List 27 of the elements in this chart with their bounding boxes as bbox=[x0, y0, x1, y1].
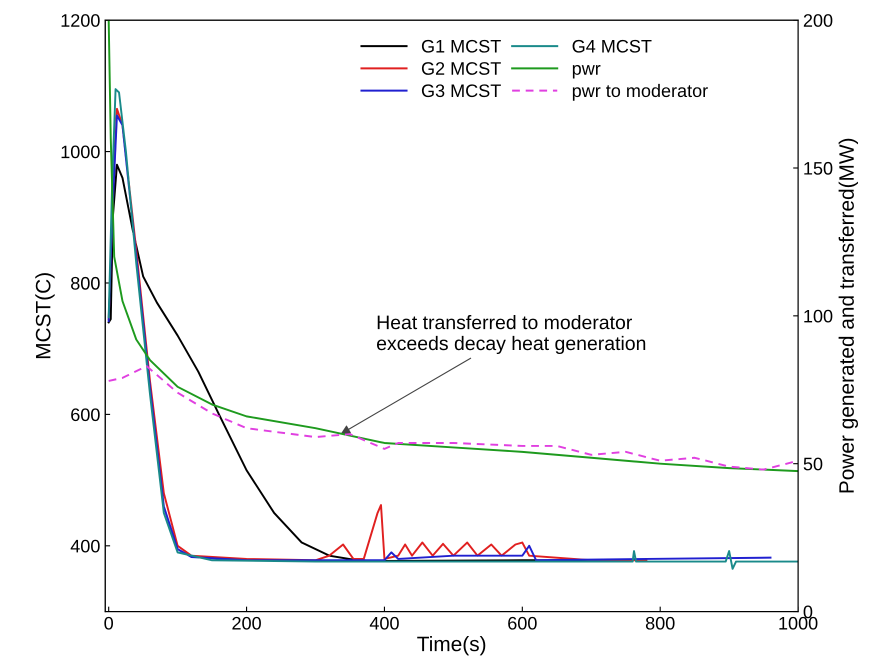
x-axis-title: Time(s) bbox=[417, 636, 486, 656]
x-tick-label: 600 bbox=[508, 616, 537, 630]
legend-label: G1 MCST bbox=[422, 40, 501, 53]
y-tick-label: 1000 bbox=[62, 146, 100, 158]
legend-label: pwr bbox=[572, 64, 600, 78]
legend-label: pwr to moderator bbox=[572, 84, 708, 101]
y-tick-label: 400 bbox=[70, 540, 100, 553]
legend-label: G4 MCST bbox=[572, 40, 652, 53]
y-tick-label: 600 bbox=[71, 408, 100, 422]
line-series bbox=[108, 20, 798, 472]
y2-axis-title: Power generated and transferred(MW) bbox=[838, 138, 858, 492]
y-axis-title: MCST(C) bbox=[35, 273, 55, 358]
annotation: Heat transferred to moderator exceeds decay heat generation bbox=[376, 314, 646, 354]
x-tick-label: 1000 bbox=[779, 616, 818, 630]
x-tick-label: 200 bbox=[232, 616, 261, 630]
y2-tick-label: 100 bbox=[804, 310, 832, 323]
y-tick-label: 1200 bbox=[62, 14, 100, 27]
y2-tick-label: 0 bbox=[804, 605, 812, 618]
y2-tick-label: 50 bbox=[804, 458, 822, 470]
x-tick-label: 400 bbox=[370, 616, 399, 630]
y2-tick-label: 200 bbox=[804, 14, 832, 27]
legend-label: G2 MCST bbox=[422, 62, 501, 75]
x-tick-label: 0 bbox=[104, 616, 113, 630]
legend-label: G3 MCST bbox=[422, 84, 501, 98]
x-tick-label: 800 bbox=[646, 616, 675, 630]
y-tick-label: 800 bbox=[71, 276, 100, 290]
y2-tick-label: 150 bbox=[804, 162, 832, 175]
